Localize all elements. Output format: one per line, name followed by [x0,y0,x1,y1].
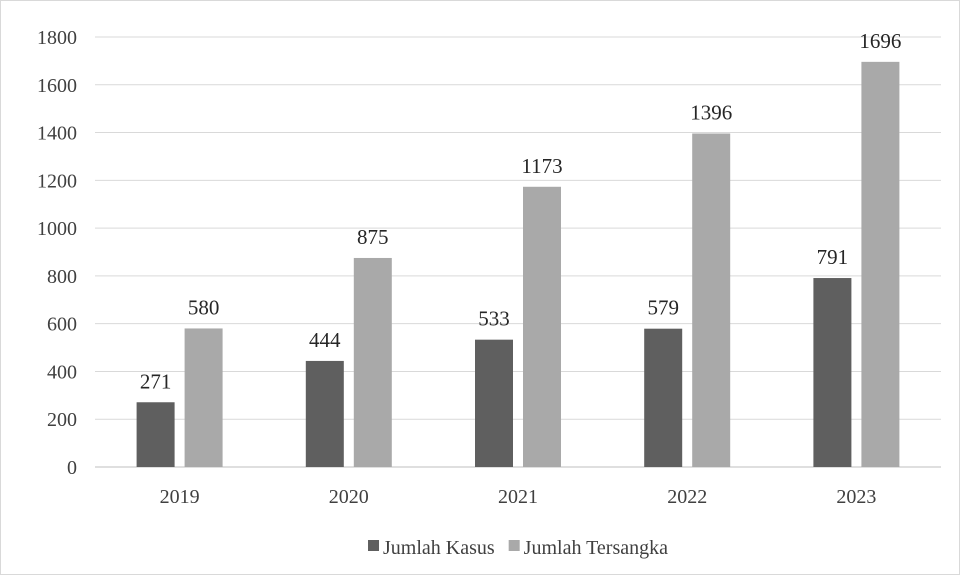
data-label: 1396 [690,101,732,125]
bar-jumlah-tersangka [692,133,731,467]
y-tick-label: 1600 [37,75,77,97]
x-category-label: 2021 [498,486,538,508]
y-tick-label: 1000 [37,218,77,240]
gridlines [95,36,941,468]
y-tick-label: 0 [67,457,77,479]
data-label: 1696 [859,29,901,53]
legend-label: Jumlah Kasus [383,537,495,559]
data-label: 791 [817,245,849,269]
data-label: 444 [309,328,341,352]
legend-swatch [368,540,380,551]
data-label: 1173 [521,154,562,178]
y-tick-label: 1400 [37,123,77,145]
bar-jumlah-kasus [305,360,344,467]
y-tick-label: 1200 [37,170,77,192]
bar-jumlah-kasus [136,402,175,467]
data-label: 533 [478,307,510,331]
x-category-label: 2023 [836,486,876,508]
y-tick-label: 200 [47,409,77,431]
bar-jumlah-tersangka [861,61,900,467]
data-label: 271 [140,369,172,393]
y-tick-label: 600 [47,314,77,336]
x-axis-categories: 2019 2020 2021 2022 2023 [160,486,877,508]
legend-label: Jumlah Tersangka [524,537,668,559]
data-label: 875 [357,225,389,249]
data-label: 579 [647,296,679,320]
x-category-label: 2019 [160,486,200,508]
legend-swatch [508,540,520,551]
y-axis-ticks: 0 200 400 600 800 1000 1200 1400 1600 1800 [37,27,77,479]
bar-jumlah-tersangka [184,328,223,467]
data-labels: 271 580 444 875 533 1173 579 1396 791 1696 [140,29,902,393]
bar-jumlah-tersangka [353,257,392,467]
y-tick-label: 1800 [37,27,77,49]
bar-jumlah-kasus [644,328,683,467]
data-label: 580 [188,295,220,319]
x-category-label: 2020 [329,486,369,508]
legend: Jumlah Kasus Jumlah Tersangka [368,537,668,559]
y-tick-label: 400 [47,361,77,383]
x-category-label: 2022 [667,486,707,508]
bars [136,61,900,468]
bar-jumlah-kasus [813,278,852,467]
bar-jumlah-kasus [475,339,513,467]
y-tick-label: 800 [47,266,77,288]
bar-jumlah-tersangka [523,186,561,468]
